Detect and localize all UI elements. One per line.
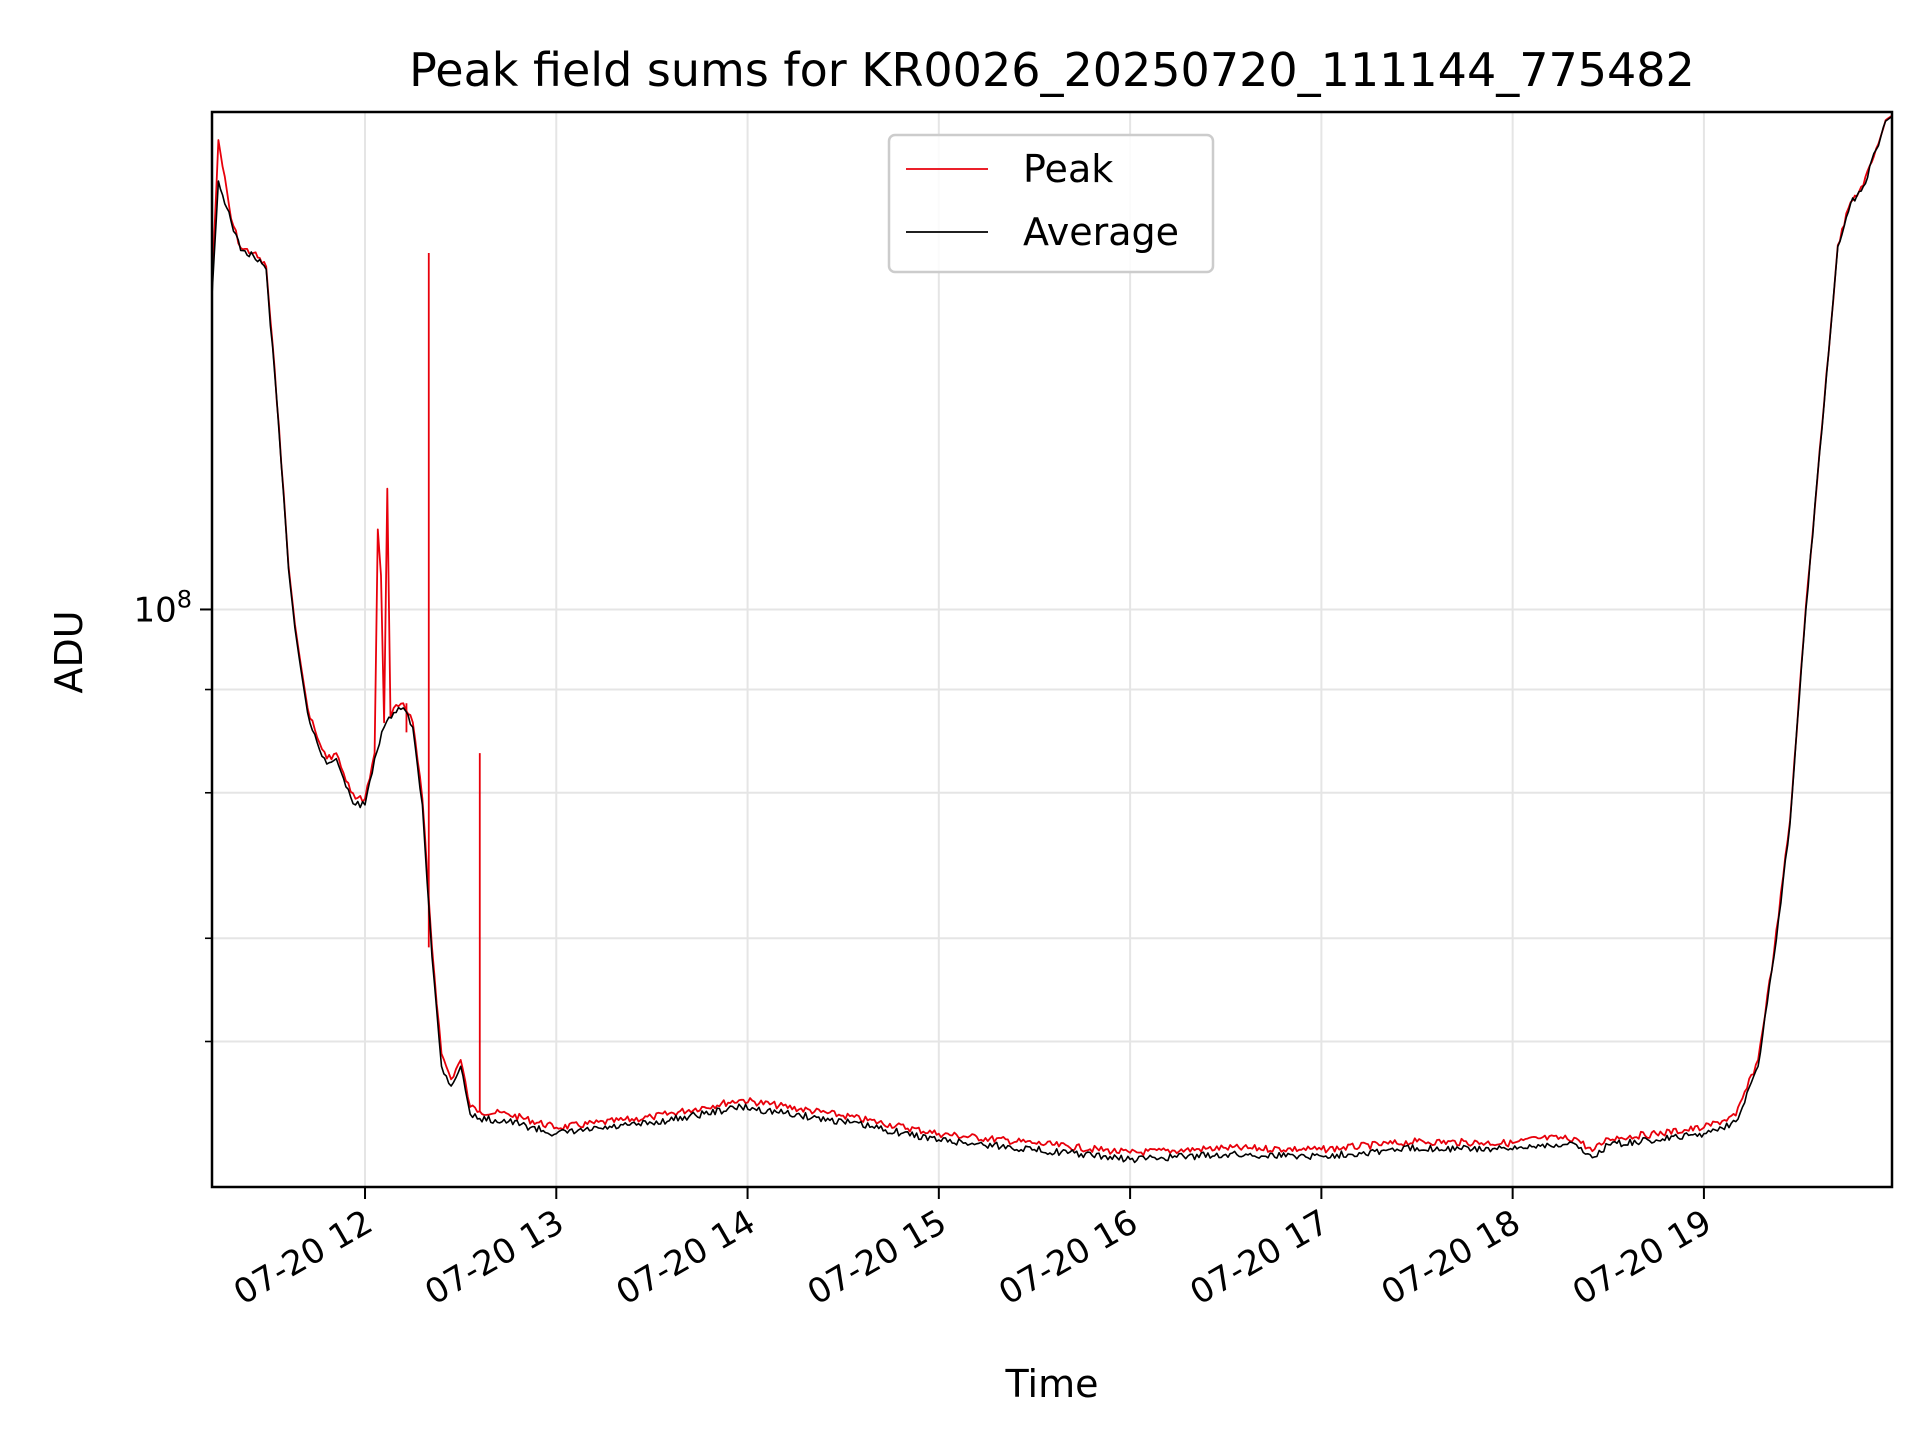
y-tick-label: 108 (133, 585, 192, 630)
x-axis-label: Time (1005, 1362, 1099, 1406)
series-peak-line (211, 114, 1893, 1157)
legend-average-label: Average (1023, 210, 1179, 254)
series-average-line (211, 115, 1893, 1164)
plot-frame (210, 110, 1894, 1189)
grid (212, 112, 1892, 1187)
chart-title: Peak field sums for KR0026_20250720_1111… (409, 43, 1695, 97)
legend-peak-label: Peak (1023, 147, 1113, 191)
legend: Peak Average (887, 133, 1215, 274)
series-layer (211, 114, 1893, 1164)
y-axis-label: ADU (47, 610, 91, 693)
